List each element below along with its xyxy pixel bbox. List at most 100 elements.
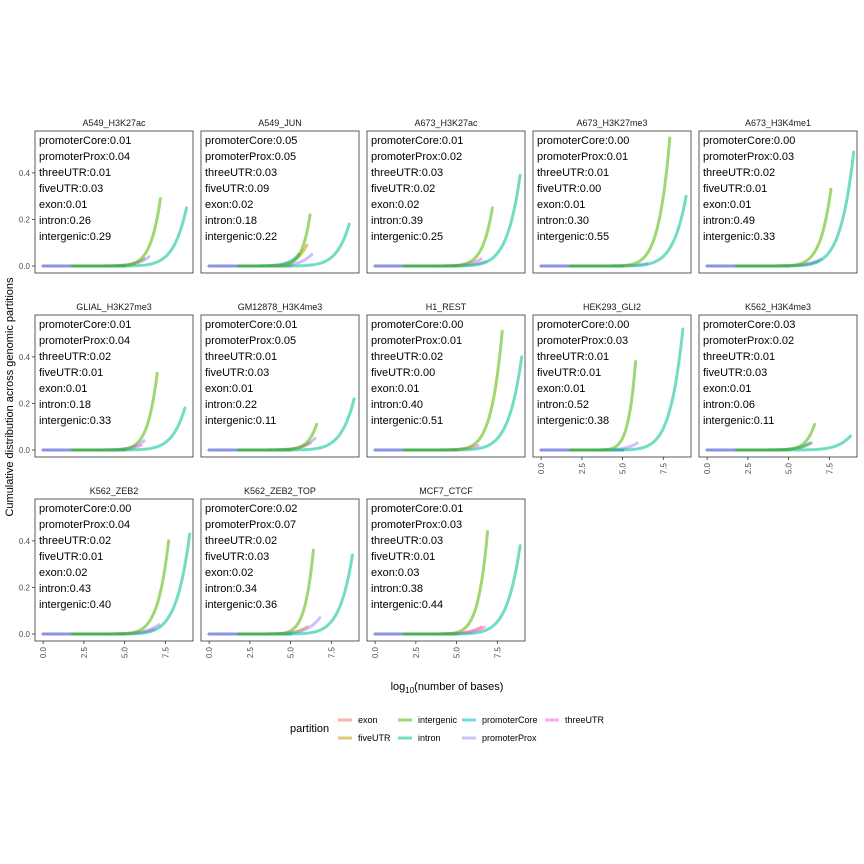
stat-promoterCore: promoterCore:0.05 bbox=[205, 135, 297, 147]
stat-fiveUTR: fiveUTR:0.02 bbox=[371, 183, 435, 195]
stat-intron: intron:0.22 bbox=[205, 399, 257, 411]
stat-promoterProx: promoterProx:0.07 bbox=[205, 519, 296, 531]
series-line-intergenic bbox=[735, 422, 817, 452]
stat-threeUTR: threeUTR:0.02 bbox=[371, 351, 443, 363]
stat-promoterProx: promoterProx:0.05 bbox=[205, 335, 296, 347]
facet-panels: A549_H3K27ac 0.0 0.2 0.4 promoterCore:0.01 pr… bbox=[19, 118, 858, 658]
stat-promoterCore: promoterCore:0.00 bbox=[537, 319, 629, 331]
series-line-intergenic bbox=[569, 360, 638, 452]
x-tick-label: 7.5 bbox=[161, 646, 170, 658]
stat-exon: exon:0.01 bbox=[39, 383, 87, 395]
y-tick-label: 0.0 bbox=[19, 446, 31, 455]
series-line-intergenic bbox=[71, 539, 171, 636]
stat-threeUTR: threeUTR:0.01 bbox=[537, 167, 609, 179]
x-tick-label: 7.5 bbox=[327, 646, 336, 658]
panel-title: GLIAL_H3K27me3 bbox=[76, 302, 152, 312]
legend-item: fiveUTR bbox=[338, 733, 391, 743]
panel-border bbox=[200, 130, 360, 274]
stat-promoterProx: promoterProx:0.01 bbox=[371, 335, 462, 347]
stat-fiveUTR: fiveUTR:0.03 bbox=[39, 183, 103, 195]
stat-promoterCore: promoterCore:0.01 bbox=[39, 319, 131, 331]
x-tick-label: 0.0 bbox=[703, 462, 712, 474]
stat-exon: exon:0.03 bbox=[371, 567, 419, 579]
stat-promoterProx: promoterProx:0.04 bbox=[39, 151, 130, 163]
stat-threeUTR: threeUTR:0.02 bbox=[39, 535, 111, 547]
facet-panel: H1_REST promoterCore:0.00 promoterProx:0.0… bbox=[366, 302, 526, 458]
x-tick-label: 0.0 bbox=[537, 462, 546, 474]
stat-promoterProx: promoterProx:0.01 bbox=[537, 151, 628, 163]
x-tick-label: 7.5 bbox=[825, 462, 834, 474]
stat-intron: intron:0.40 bbox=[371, 399, 423, 411]
y-tick-label: 0.0 bbox=[19, 630, 31, 639]
stat-exon: exon:0.02 bbox=[205, 567, 253, 579]
x-tick-label: 2.5 bbox=[80, 646, 89, 658]
series-line-intergenic bbox=[569, 136, 672, 268]
x-tick-label: 2.5 bbox=[578, 462, 587, 474]
stat-promoterProx: promoterProx:0.02 bbox=[703, 335, 794, 347]
facet-panel: K562_H3K4me3 0.0 2.5 5.0 7.5 promoterCore:0.0… bbox=[698, 302, 858, 474]
panel-title: K562_H3K4me3 bbox=[745, 302, 811, 312]
facet-panel: A549_JUN promoterCore:0.05 promoterProx:0.… bbox=[200, 118, 360, 274]
series-line-intergenic bbox=[403, 329, 504, 452]
stat-fiveUTR: fiveUTR:0.00 bbox=[537, 183, 601, 195]
panel-border bbox=[532, 130, 692, 274]
x-tick-label: 5.0 bbox=[287, 646, 296, 658]
stat-fiveUTR: fiveUTR:0.03 bbox=[205, 551, 269, 563]
y-axis-label: Cumulative distribution across genomic p… bbox=[4, 277, 16, 517]
panel-border bbox=[34, 498, 194, 642]
stat-threeUTR: threeUTR:0.03 bbox=[205, 167, 277, 179]
legend-label: threeUTR bbox=[565, 715, 605, 725]
stat-threeUTR: threeUTR:0.01 bbox=[39, 167, 111, 179]
stat-promoterCore: promoterCore:0.00 bbox=[537, 135, 629, 147]
stat-promoterProx: promoterProx:0.04 bbox=[39, 519, 130, 531]
legend-item: exon bbox=[338, 715, 378, 725]
stat-intergenic: intergenic:0.33 bbox=[39, 415, 111, 427]
panel-title: K562_ZEB2_TOP bbox=[244, 486, 316, 496]
stat-threeUTR: threeUTR:0.01 bbox=[205, 351, 277, 363]
x-axis-label-log: log bbox=[391, 681, 406, 693]
legend-label: promoterProx bbox=[482, 733, 537, 743]
legend-label: promoterCore bbox=[482, 715, 538, 725]
stat-intergenic: intergenic:0.25 bbox=[371, 231, 443, 243]
panel-border bbox=[200, 314, 360, 458]
stat-fiveUTR: fiveUTR:0.00 bbox=[371, 367, 435, 379]
stat-intron: intron:0.38 bbox=[371, 583, 423, 595]
series-line-intergenic bbox=[403, 206, 494, 268]
x-tick-label: 5.0 bbox=[619, 462, 628, 474]
stat-exon: exon:0.01 bbox=[537, 383, 585, 395]
series-line-promoterProx bbox=[207, 616, 322, 636]
stat-intergenic: intergenic:0.40 bbox=[39, 599, 111, 611]
y-tick-label: 0.4 bbox=[19, 537, 31, 546]
panel-border bbox=[366, 498, 526, 642]
stat-promoterProx: promoterProx:0.02 bbox=[371, 151, 462, 163]
series-line-intergenic bbox=[735, 187, 833, 268]
stat-fiveUTR: fiveUTR:0.01 bbox=[371, 551, 435, 563]
stat-threeUTR: threeUTR:0.01 bbox=[537, 351, 609, 363]
stat-intron: intron:0.49 bbox=[703, 215, 755, 227]
panel-title: GM12878_H3K4me3 bbox=[238, 302, 323, 312]
stat-intergenic: intergenic:0.29 bbox=[39, 231, 111, 243]
stat-intergenic: intergenic:0.55 bbox=[537, 231, 609, 243]
stat-promoterProx: promoterProx:0.04 bbox=[39, 335, 130, 347]
panel-border bbox=[34, 130, 194, 274]
stat-intron: intron:0.34 bbox=[205, 583, 257, 595]
stat-fiveUTR: fiveUTR:0.01 bbox=[39, 367, 103, 379]
stat-exon: exon:0.01 bbox=[537, 199, 585, 211]
stat-exon: exon:0.02 bbox=[205, 199, 253, 211]
legend-title: partition bbox=[290, 723, 329, 735]
facet-panel: A673_H3K4me1 promoterCore:0.00 promoterPro… bbox=[698, 118, 858, 274]
x-tick-label: 5.0 bbox=[785, 462, 794, 474]
x-tick-label: 0.0 bbox=[371, 646, 380, 658]
stat-intergenic: intergenic:0.44 bbox=[371, 599, 443, 611]
legend-item: promoterProx bbox=[462, 733, 537, 743]
stat-promoterCore: promoterCore:0.00 bbox=[703, 135, 795, 147]
x-tick-label: 0.0 bbox=[39, 646, 48, 658]
stat-exon: exon:0.01 bbox=[371, 383, 419, 395]
facet-panel: GM12878_H3K4me3 promoterCore:0.01 promoter… bbox=[200, 302, 360, 458]
stat-fiveUTR: fiveUTR:0.09 bbox=[205, 183, 269, 195]
panel-title: A673_H3K27ac bbox=[414, 118, 478, 128]
stat-promoterProx: promoterProx:0.03 bbox=[703, 151, 794, 163]
stat-threeUTR: threeUTR:0.02 bbox=[703, 167, 775, 179]
x-tick-label: 5.0 bbox=[121, 646, 130, 658]
x-axis-label: log10(number of bases) bbox=[391, 681, 504, 695]
